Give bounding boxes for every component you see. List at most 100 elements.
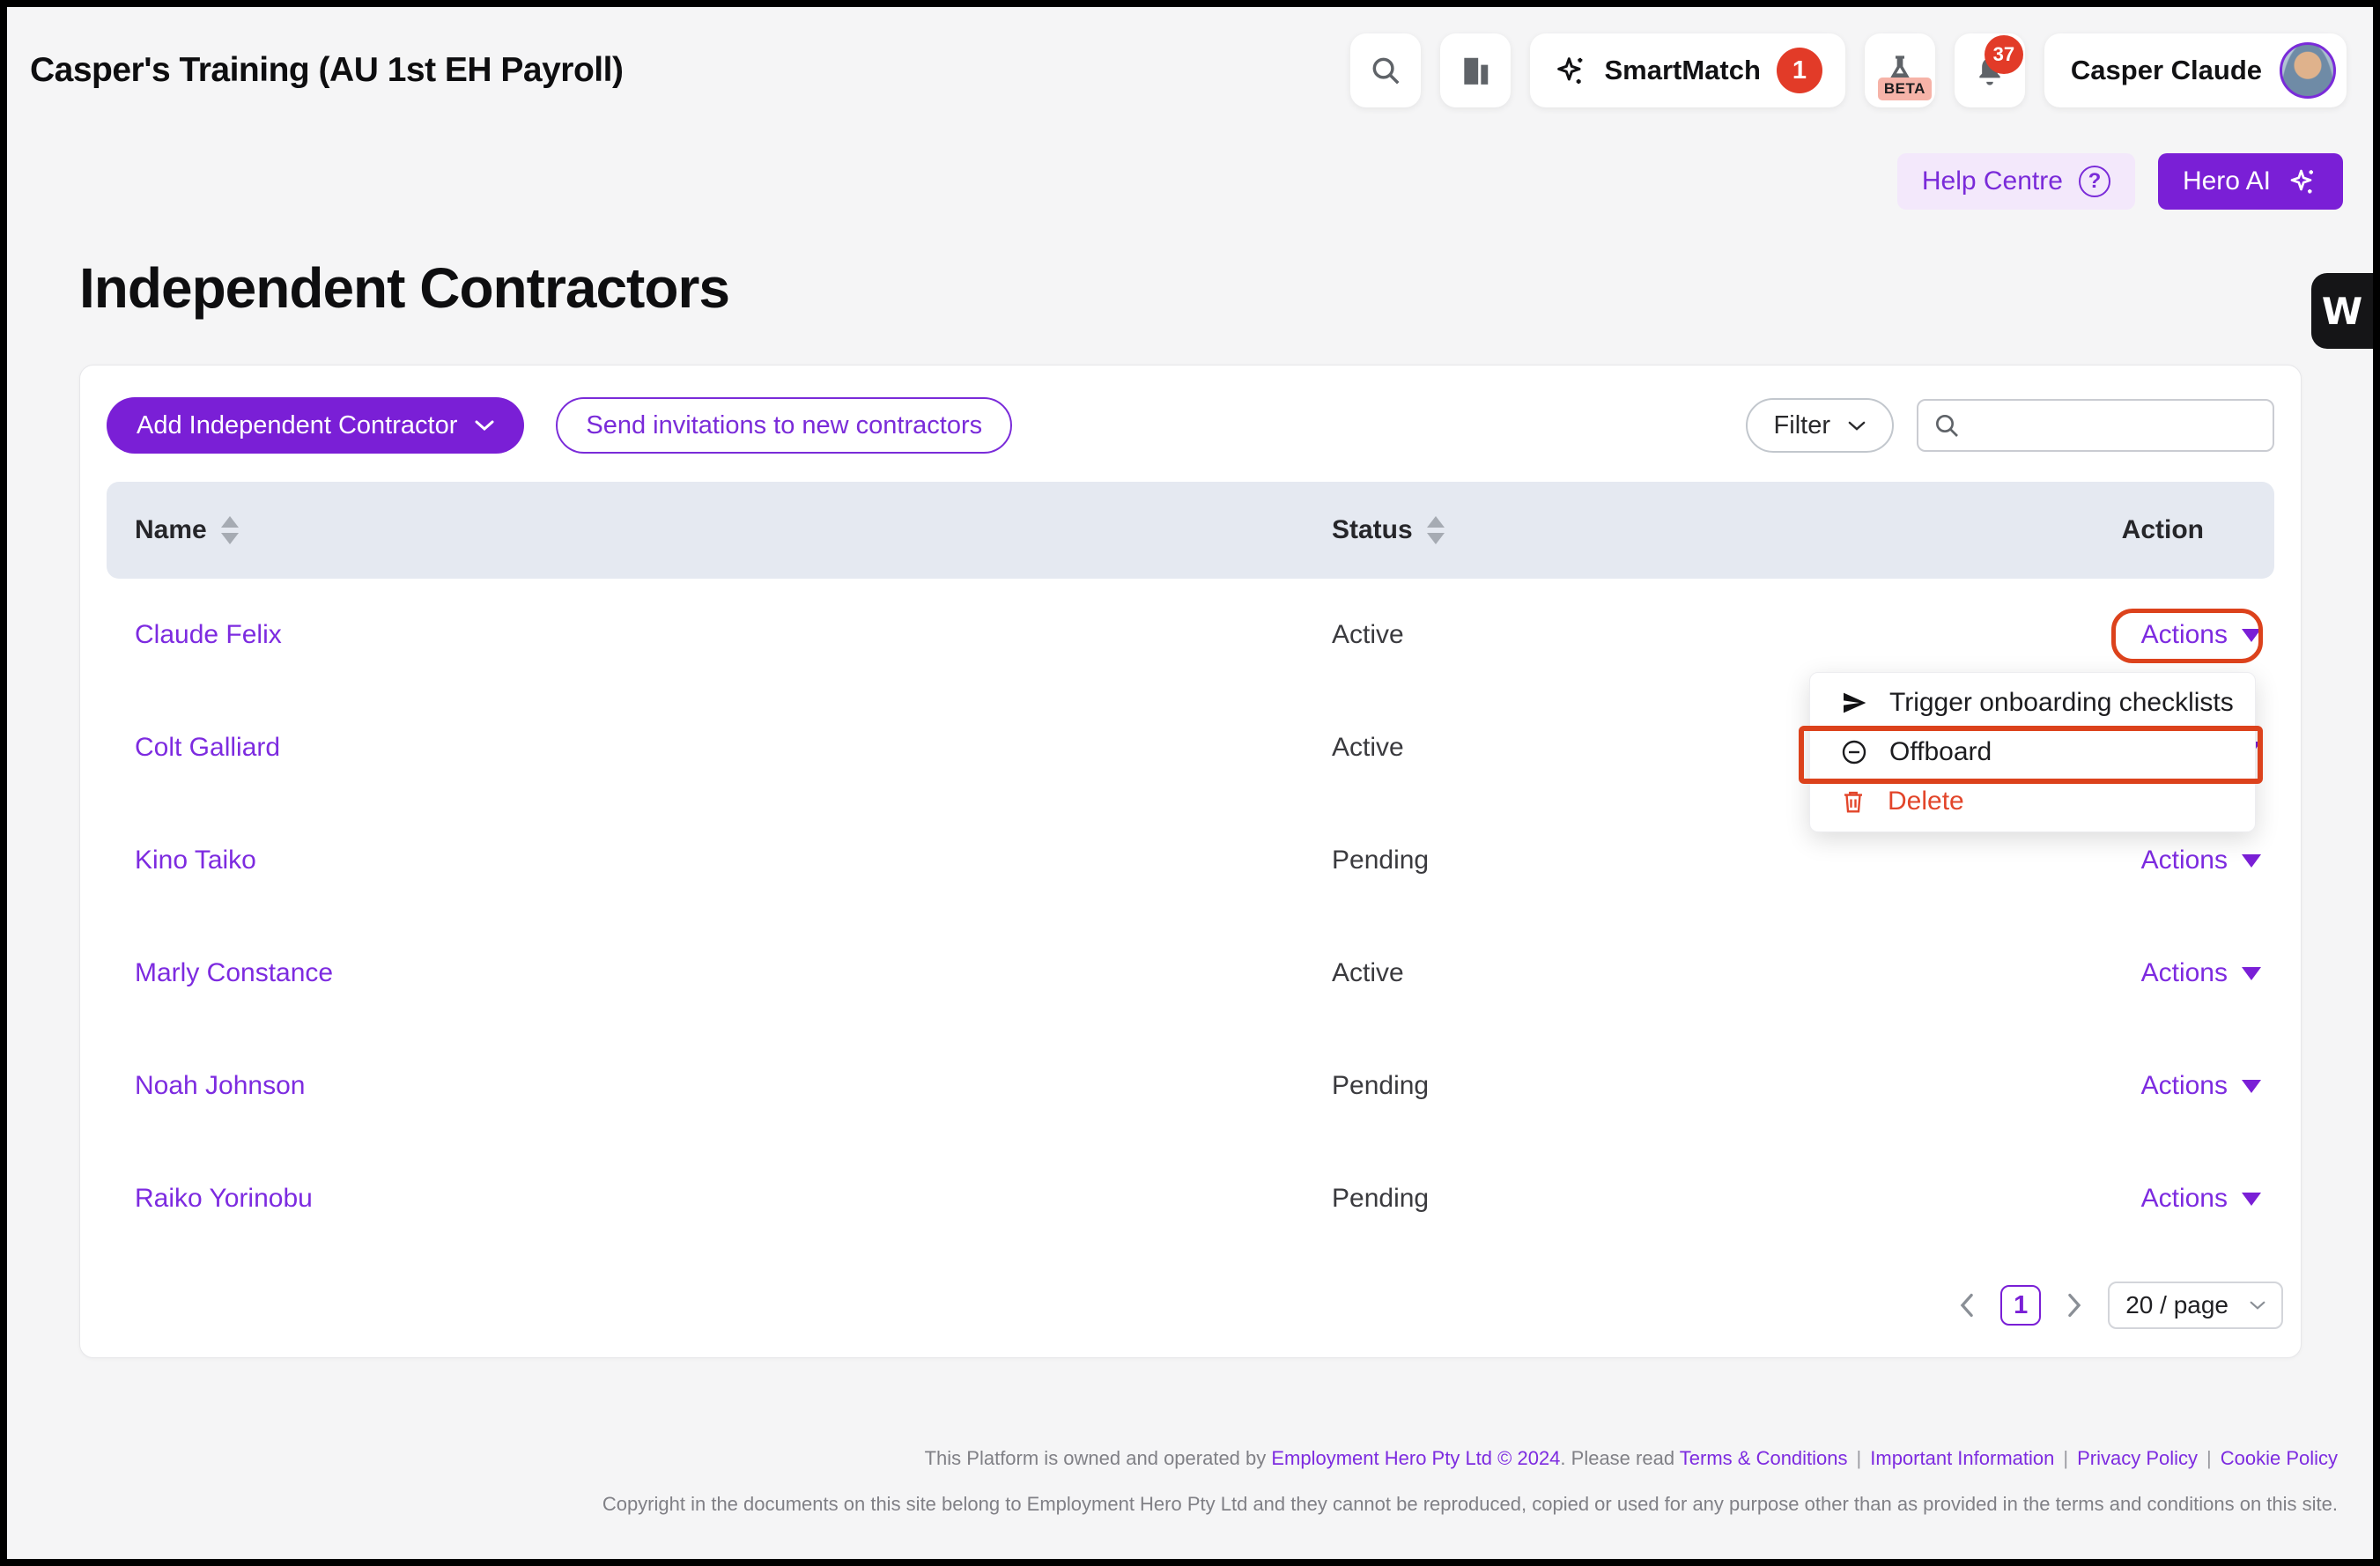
row-actions-button[interactable]: Actions bbox=[1975, 1071, 2274, 1101]
global-search-button[interactable] bbox=[1350, 33, 1422, 107]
chevron-down-icon bbox=[2250, 1300, 2265, 1311]
sort-status-icon[interactable] bbox=[1426, 516, 1445, 544]
hero-ai-button[interactable]: Hero AI bbox=[2157, 153, 2343, 210]
table-row: Raiko Yorinobu Pending Actions bbox=[107, 1142, 2274, 1255]
actions-label: Actions bbox=[2140, 958, 2228, 987]
user-menu-button[interactable]: Casper Claude bbox=[2044, 33, 2347, 107]
side-widget-tab[interactable]: W bbox=[2311, 273, 2373, 349]
menu-item-label: Delete bbox=[1888, 787, 1964, 816]
triangle-down-icon bbox=[2242, 853, 2261, 868]
actions-label: Actions bbox=[2140, 1184, 2228, 1213]
menu-item-trigger-onboarding[interactable]: Trigger onboarding checklists bbox=[1810, 678, 2255, 728]
row-actions-button[interactable]: Actions bbox=[1975, 958, 2274, 988]
page-size-value: 20 / page bbox=[2125, 1291, 2228, 1319]
toolbar-right: Filter bbox=[1745, 398, 2289, 453]
table-row: Noah Johnson Pending Actions bbox=[107, 1030, 2274, 1142]
contractors-card: Add Independent Contractor Send invitati… bbox=[79, 365, 2302, 1358]
search-icon bbox=[1933, 411, 1961, 440]
separator: | bbox=[2063, 1447, 2069, 1469]
smartmatch-button[interactable]: SmartMatch 1 bbox=[1530, 33, 1845, 107]
send-invitations-label: Send invitations to new contractors bbox=[586, 410, 983, 440]
important-information-link[interactable]: Important Information bbox=[1870, 1447, 2055, 1469]
contractor-name-link[interactable]: Claude Felix bbox=[135, 620, 282, 649]
table-row: Marly Constance Active Actions bbox=[107, 917, 2274, 1030]
help-centre-button[interactable]: Help Centre ? bbox=[1896, 153, 2135, 210]
app-screen: Casper's Training (AU 1st EH Payroll) Sm… bbox=[7, 7, 2373, 1559]
user-avatar bbox=[2280, 42, 2336, 99]
topbar-actions: SmartMatch 1 BETA 37 Casper Claude bbox=[1350, 33, 2347, 107]
smartmatch-label: SmartMatch bbox=[1604, 55, 1761, 85]
terms-link[interactable]: Terms & Conditions bbox=[1679, 1447, 1848, 1469]
name-column-label: Name bbox=[135, 515, 207, 544]
footer-text: This Platform is owned and operated by bbox=[924, 1447, 1272, 1469]
contractor-name-link[interactable]: Colt Galliard bbox=[135, 733, 281, 762]
chevron-down-icon bbox=[1848, 420, 1866, 432]
column-header-status: Status bbox=[1332, 515, 1975, 545]
row-actions-button[interactable]: Actions bbox=[1975, 1184, 2274, 1214]
sparkle-icon bbox=[1553, 53, 1588, 88]
circle-minus-icon bbox=[1840, 738, 1868, 766]
trash-icon bbox=[1840, 787, 1866, 816]
separator: | bbox=[1856, 1447, 1862, 1469]
row-actions-button[interactable]: Actions bbox=[1975, 846, 2274, 875]
building-icon bbox=[1459, 54, 1492, 87]
send-invitations-button[interactable]: Send invitations to new contractors bbox=[556, 397, 1013, 454]
quick-actions-row: Help Centre ? Hero AI bbox=[7, 153, 2373, 210]
menu-item-label: Offboard bbox=[1889, 737, 1992, 766]
sparkle-icon bbox=[2287, 166, 2318, 197]
filter-button[interactable]: Filter bbox=[1745, 398, 1894, 453]
topbar: Casper's Training (AU 1st EH Payroll) Sm… bbox=[7, 7, 2373, 134]
flask-icon bbox=[1882, 53, 1918, 88]
contractor-name-link[interactable]: Raiko Yorinobu bbox=[135, 1184, 313, 1213]
smartmatch-badge: 1 bbox=[1776, 48, 1822, 93]
employment-hero-link[interactable]: Employment Hero Pty Ltd © 2024 bbox=[1271, 1447, 1561, 1469]
notification-badge: 37 bbox=[1984, 35, 2023, 74]
page-number-button[interactable]: 1 bbox=[2000, 1285, 2042, 1326]
page-footer: This Platform is owned and operated by E… bbox=[7, 1436, 2373, 1527]
table-search-input[interactable] bbox=[1971, 411, 2289, 440]
menu-item-delete[interactable]: Delete bbox=[1810, 777, 2255, 826]
row-actions-button[interactable]: Actions bbox=[1975, 620, 2274, 650]
contractor-status: Active bbox=[1332, 733, 1404, 762]
user-name: Casper Claude bbox=[2070, 55, 2262, 85]
footer-line1: This Platform is owned and operated by E… bbox=[7, 1436, 2338, 1481]
add-contractor-button[interactable]: Add Independent Contractor bbox=[107, 397, 525, 454]
table-row: Kino Taiko Pending Actions bbox=[107, 804, 2274, 917]
contractor-name-link[interactable]: Noah Johnson bbox=[135, 1071, 306, 1100]
organisation-button[interactable] bbox=[1440, 33, 1512, 107]
page-size-select[interactable]: 20 / page bbox=[2108, 1282, 2283, 1329]
beta-tag: BETA bbox=[1877, 78, 1932, 100]
notifications-button[interactable]: 37 bbox=[1954, 33, 2025, 107]
actions-label: Actions bbox=[2140, 846, 2228, 875]
contractor-status: Active bbox=[1332, 958, 1404, 987]
contractor-name-link[interactable]: Kino Taiko bbox=[135, 846, 256, 875]
menu-item-offboard[interactable]: Offboard bbox=[1810, 728, 2255, 777]
next-page-button[interactable] bbox=[2066, 1293, 2083, 1318]
table-header: Name Status Action bbox=[107, 482, 2274, 579]
privacy-policy-link[interactable]: Privacy Policy bbox=[2077, 1447, 2198, 1469]
previous-page-button[interactable] bbox=[1958, 1293, 1976, 1318]
triangle-down-icon bbox=[2242, 1192, 2261, 1206]
contractor-name-link[interactable]: Marly Constance bbox=[135, 958, 334, 987]
cookie-policy-link[interactable]: Cookie Policy bbox=[2220, 1447, 2338, 1469]
add-contractor-label: Add Independent Contractor bbox=[137, 410, 458, 440]
pagination: 1 20 / page bbox=[1958, 1282, 2283, 1329]
filter-label: Filter bbox=[1773, 410, 1830, 440]
column-header-action: Action bbox=[2121, 515, 2204, 544]
page-title: Independent Contractors bbox=[79, 256, 730, 320]
triangle-down-icon bbox=[2242, 628, 2261, 642]
triangle-down-icon bbox=[2242, 1079, 2261, 1093]
triangle-down-icon bbox=[2242, 966, 2261, 980]
send-icon bbox=[1840, 689, 1868, 717]
card-toolbar: Add Independent Contractor Send invitati… bbox=[80, 366, 2301, 454]
sort-name-icon[interactable] bbox=[220, 516, 239, 544]
status-column-label: Status bbox=[1332, 515, 1413, 544]
toolbar-left: Add Independent Contractor Send invitati… bbox=[107, 397, 1013, 454]
labs-beta-button[interactable]: BETA bbox=[1864, 33, 1935, 107]
actions-label: Actions bbox=[2140, 620, 2228, 649]
separator: | bbox=[2206, 1447, 2212, 1469]
search-icon bbox=[1369, 54, 1402, 87]
contractor-status: Pending bbox=[1332, 1184, 1430, 1213]
contractor-status: Active bbox=[1332, 620, 1404, 649]
hero-ai-label: Hero AI bbox=[2182, 166, 2271, 196]
